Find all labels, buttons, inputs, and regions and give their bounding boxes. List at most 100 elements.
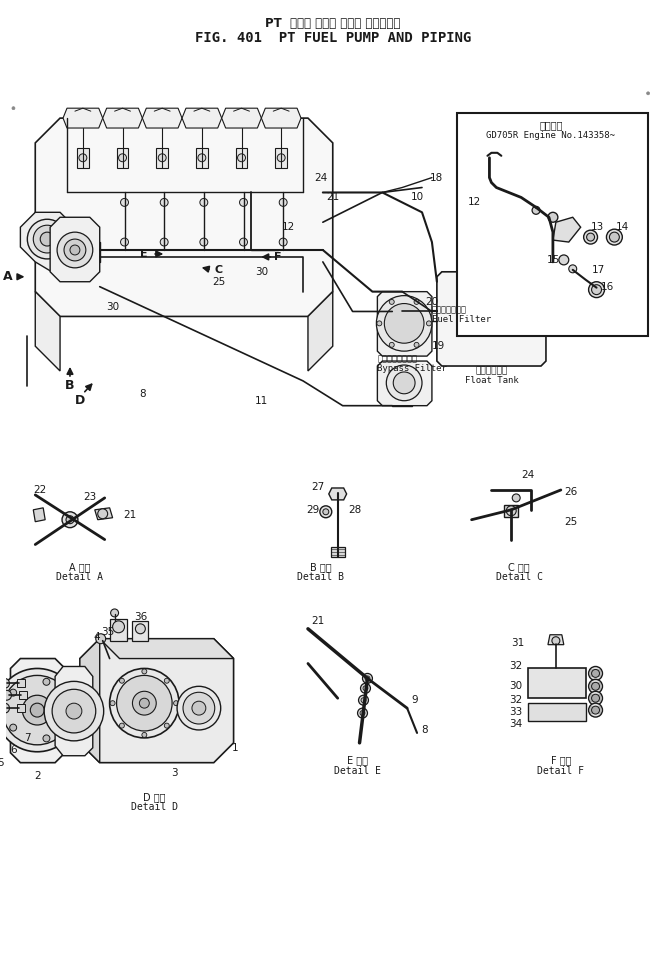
Bar (156, 148, 168, 167)
Text: 25: 25 (564, 517, 578, 526)
Circle shape (365, 676, 370, 681)
Circle shape (43, 678, 50, 685)
Circle shape (133, 691, 156, 715)
Text: Detail D: Detail D (131, 803, 178, 812)
Bar (110, 619, 127, 640)
Polygon shape (548, 634, 564, 645)
Circle shape (591, 695, 599, 703)
Text: 30: 30 (106, 302, 119, 311)
Circle shape (119, 678, 124, 683)
Circle shape (0, 678, 9, 688)
Circle shape (110, 701, 115, 705)
Circle shape (164, 723, 169, 728)
Text: 6: 6 (10, 744, 16, 755)
Polygon shape (35, 292, 60, 371)
Circle shape (160, 238, 168, 246)
Circle shape (426, 321, 432, 326)
Circle shape (63, 706, 71, 713)
Polygon shape (222, 108, 261, 128)
Circle shape (569, 265, 577, 272)
Circle shape (110, 668, 179, 738)
Bar (528, 703, 585, 721)
Polygon shape (308, 292, 333, 371)
Text: 8: 8 (422, 725, 428, 735)
Circle shape (363, 686, 368, 691)
Text: 10: 10 (411, 193, 424, 202)
Circle shape (27, 219, 67, 259)
Circle shape (389, 342, 394, 347)
Text: 27: 27 (312, 482, 325, 492)
Polygon shape (35, 118, 333, 316)
Circle shape (158, 154, 166, 162)
Text: 30: 30 (255, 267, 268, 276)
Circle shape (62, 512, 78, 527)
Circle shape (240, 198, 248, 206)
Circle shape (44, 681, 104, 740)
Circle shape (43, 735, 50, 741)
Text: 25: 25 (212, 276, 225, 287)
Text: 32: 32 (510, 662, 523, 671)
Polygon shape (100, 638, 234, 659)
Circle shape (389, 300, 394, 305)
Polygon shape (378, 361, 432, 406)
Bar (236, 148, 248, 167)
Circle shape (532, 206, 540, 214)
Polygon shape (33, 508, 45, 522)
Text: Detail A: Detail A (56, 572, 104, 582)
Polygon shape (329, 488, 346, 500)
Circle shape (323, 509, 329, 515)
Circle shape (57, 233, 93, 268)
Text: 31: 31 (512, 637, 525, 648)
Polygon shape (17, 704, 25, 712)
Text: A: A (3, 270, 13, 283)
Circle shape (79, 154, 87, 162)
Text: 13: 13 (591, 222, 604, 233)
Text: 20: 20 (425, 297, 438, 306)
Circle shape (33, 225, 61, 253)
Circle shape (360, 683, 370, 693)
Circle shape (40, 233, 54, 246)
Circle shape (117, 675, 172, 731)
Circle shape (160, 198, 168, 206)
Text: 17: 17 (592, 265, 605, 274)
Circle shape (177, 686, 220, 730)
Circle shape (135, 624, 145, 633)
Circle shape (414, 342, 419, 347)
Text: 11: 11 (255, 396, 268, 406)
Circle shape (587, 234, 595, 241)
Text: A 詳細: A 詳細 (69, 562, 90, 572)
Polygon shape (261, 108, 301, 128)
Text: 30: 30 (510, 681, 523, 692)
Circle shape (66, 703, 82, 719)
Text: F 詳細: F 詳細 (550, 755, 571, 765)
Circle shape (358, 696, 368, 705)
Circle shape (64, 239, 86, 261)
Polygon shape (378, 292, 432, 356)
Circle shape (142, 733, 147, 738)
Circle shape (142, 669, 147, 674)
Text: PT  フェル ポンプ および パイピング: PT フェル ポンプ および パイピング (265, 18, 401, 30)
Text: Detail E: Detail E (334, 766, 381, 775)
Circle shape (70, 245, 80, 255)
Circle shape (3, 675, 72, 744)
Text: 18: 18 (430, 172, 444, 183)
Bar (457, 113, 648, 337)
Polygon shape (103, 108, 143, 128)
Text: フロータンク: フロータンク (475, 367, 508, 376)
Circle shape (591, 669, 599, 677)
Text: Float Tank: Float Tank (465, 377, 518, 385)
Circle shape (113, 621, 125, 632)
Text: Detail F: Detail F (537, 766, 584, 775)
Circle shape (512, 494, 520, 502)
Circle shape (119, 154, 127, 162)
Circle shape (486, 280, 496, 290)
Text: 26: 26 (564, 486, 578, 497)
Circle shape (361, 698, 366, 703)
Circle shape (12, 107, 15, 110)
Polygon shape (19, 691, 27, 700)
Text: 24: 24 (521, 470, 535, 480)
Text: 2: 2 (34, 771, 40, 780)
Text: 35: 35 (101, 627, 114, 636)
Circle shape (1, 690, 11, 701)
Circle shape (139, 699, 149, 708)
